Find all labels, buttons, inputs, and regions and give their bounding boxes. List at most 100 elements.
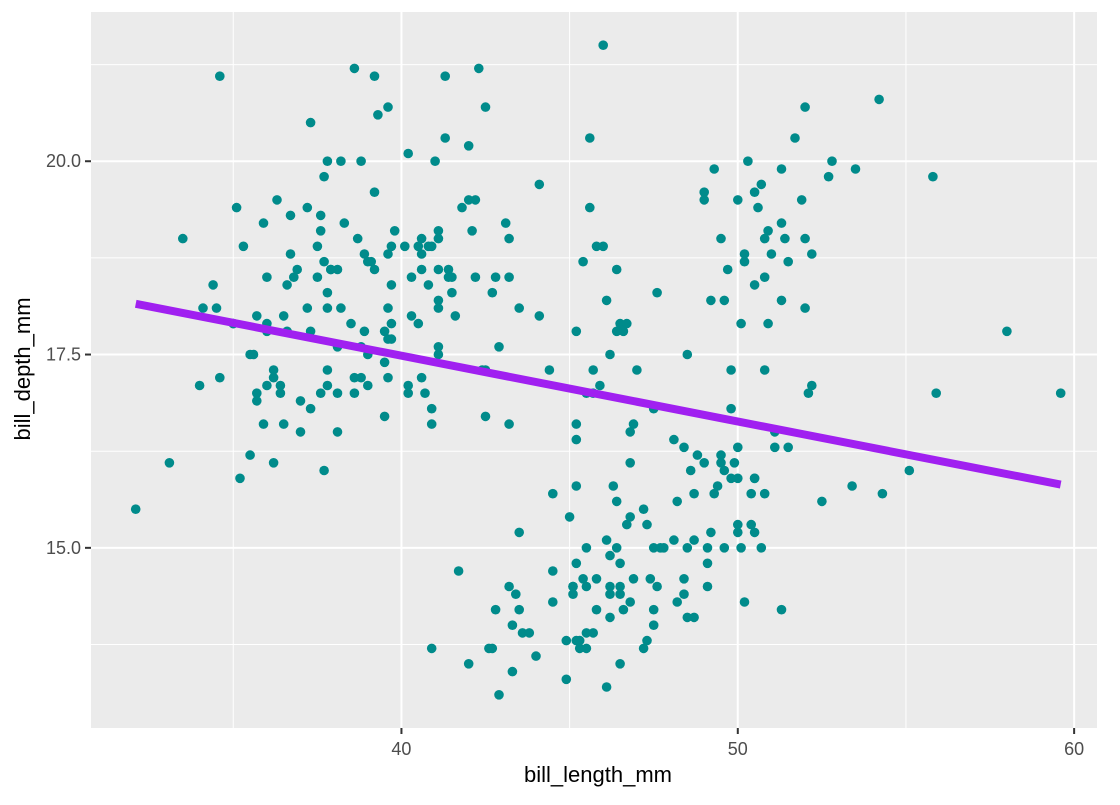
data-point: [699, 187, 709, 197]
data-point: [504, 581, 514, 592]
data-point: [736, 543, 746, 553]
data-point: [756, 179, 767, 190]
data-point: [349, 388, 360, 399]
data-point: [406, 311, 417, 321]
data-point: [712, 481, 723, 491]
data-point: [1002, 326, 1012, 337]
data-point: [716, 450, 726, 460]
data-point: [605, 550, 615, 561]
y-axis-label: bill_depth_mm: [10, 297, 35, 440]
data-point: [548, 488, 558, 499]
axes: 40 50 60 15.0 17.5 20.0: [46, 151, 1084, 759]
data-point: [598, 40, 608, 50]
data-point: [433, 303, 444, 313]
data-point: [743, 156, 753, 166]
data-point: [534, 179, 545, 190]
data-point: [733, 442, 743, 453]
data-point: [642, 519, 652, 530]
data-point: [682, 543, 693, 553]
data-point: [928, 171, 938, 182]
data-point: [800, 102, 810, 112]
data-point: [369, 187, 380, 197]
data-point: [652, 287, 662, 298]
data-point: [268, 458, 279, 468]
data-point: [514, 303, 524, 313]
data-point: [611, 326, 622, 337]
data-point: [500, 218, 511, 228]
data-point: [433, 233, 444, 244]
data-point: [215, 372, 225, 383]
data-point: [487, 287, 498, 298]
data-point: [642, 635, 652, 646]
data-point: [574, 643, 585, 654]
data-point: [285, 210, 296, 221]
data-point: [601, 535, 612, 545]
data-point: [258, 218, 269, 228]
data-point: [702, 558, 713, 569]
data-point: [544, 365, 555, 375]
data-point: [581, 581, 592, 592]
data-point: [531, 651, 541, 661]
data-point: [716, 233, 726, 244]
data-point: [608, 481, 619, 491]
data-point: [719, 295, 730, 306]
data-point: [319, 256, 329, 267]
data-point: [800, 303, 810, 313]
data-point: [443, 264, 454, 275]
data-point: [578, 256, 588, 267]
data-point: [453, 566, 464, 576]
data-point: [363, 256, 373, 267]
data-point: [733, 527, 743, 538]
data-point: [622, 318, 632, 329]
data-point: [285, 249, 296, 259]
data-point: [877, 488, 888, 499]
data-point: [319, 465, 329, 476]
x-tick-label: 50: [728, 739, 748, 759]
data-point: [726, 365, 736, 375]
data-point: [262, 380, 272, 391]
data-point: [235, 473, 245, 484]
data-point: [783, 442, 793, 453]
data-point: [450, 311, 461, 321]
data-point: [356, 156, 366, 166]
data-point: [904, 465, 915, 476]
data-point: [625, 597, 635, 607]
data-point: [534, 311, 545, 321]
data-point: [262, 272, 272, 283]
data-point: [504, 233, 514, 244]
data-point: [638, 643, 649, 654]
data-point: [211, 303, 222, 313]
data-point: [746, 519, 756, 530]
data-point: [709, 164, 719, 174]
data-point: [601, 295, 612, 306]
data-point: [669, 535, 679, 545]
data-point: [618, 326, 629, 337]
data-point: [289, 272, 299, 283]
data-point: [406, 272, 417, 283]
data-point: [615, 589, 625, 599]
data-point: [581, 543, 592, 553]
data-point: [275, 388, 286, 399]
data-point: [581, 628, 592, 638]
data-point: [315, 210, 326, 221]
data-point: [655, 543, 666, 553]
data-point: [645, 574, 656, 584]
data-point: [776, 218, 787, 228]
data-point: [689, 488, 699, 499]
data-point: [807, 249, 817, 259]
data-point: [474, 63, 484, 74]
data-point: [615, 581, 625, 592]
data-point: [726, 473, 736, 484]
data-point: [433, 264, 444, 275]
data-point: [605, 589, 615, 599]
data-point: [568, 589, 578, 599]
data-point: [423, 280, 434, 290]
data-point: [766, 249, 777, 259]
data-point: [827, 156, 837, 166]
data-point: [763, 226, 773, 236]
data-point: [588, 365, 598, 375]
data-point: [706, 295, 716, 306]
data-point: [383, 303, 393, 313]
data-point: [426, 643, 437, 654]
